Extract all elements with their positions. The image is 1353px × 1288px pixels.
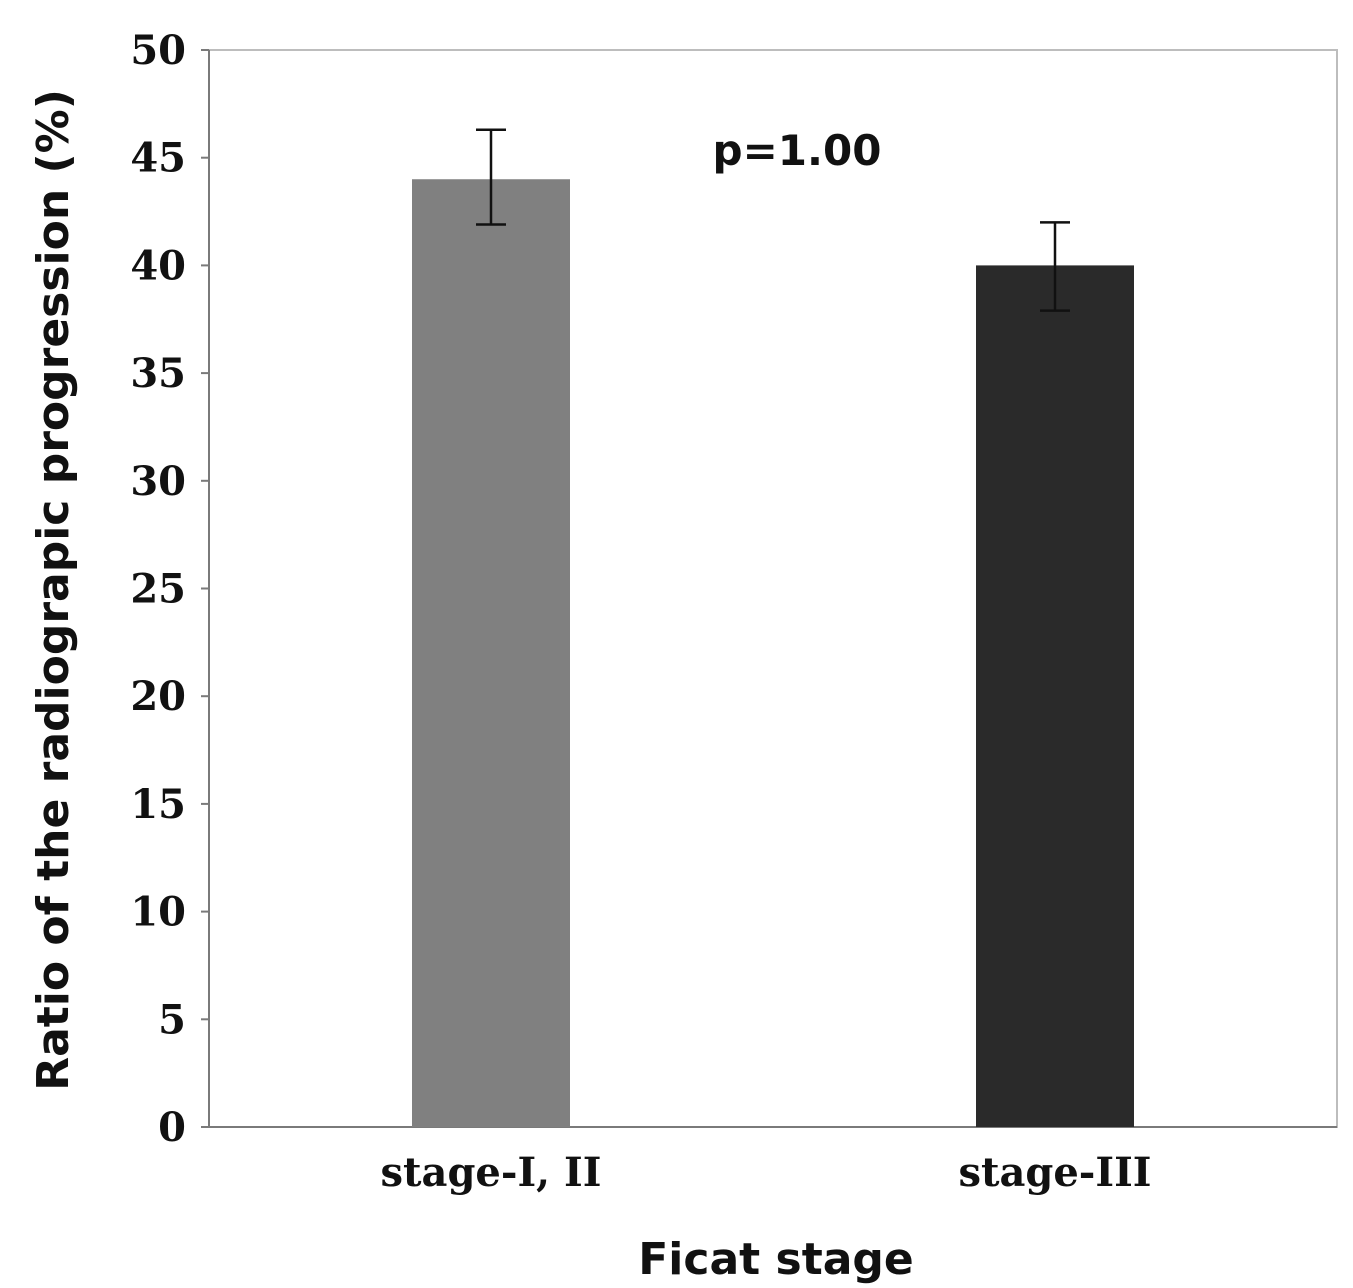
y-tick-label: 40 — [130, 242, 186, 289]
y-axis-ticks: 0 5 10 15 20 25 30 35 40 45 50 — [130, 27, 209, 1151]
error-bars — [476, 128, 1070, 312]
x-axis-title: Ficat stage — [638, 1234, 914, 1285]
x-category-label: stage-I, II — [381, 1149, 602, 1196]
x-axis-categories: stage-I, II stage-III — [381, 1149, 1152, 1196]
bar — [976, 265, 1134, 1127]
y-tick-label: 35 — [130, 350, 186, 397]
plot-area — [208, 49, 1338, 1128]
p-value-annotation: p=1.00 — [713, 126, 882, 175]
bar — [412, 179, 570, 1128]
y-axis-title: Ratio of the radiograpic progression (%) — [28, 89, 79, 1091]
y-tick-label: 0 — [158, 1104, 186, 1151]
y-tick-label: 25 — [130, 566, 186, 613]
y-tick-label: 10 — [130, 889, 186, 936]
y-tick-label: 20 — [130, 673, 186, 720]
y-tick-label: 5 — [158, 996, 186, 1043]
y-tick-label: 30 — [130, 458, 186, 505]
y-tick-label: 15 — [130, 781, 186, 828]
y-tick-label: 50 — [130, 27, 186, 74]
y-tick-label: 45 — [130, 135, 186, 182]
bars — [412, 179, 1134, 1128]
x-category-label: stage-III — [958, 1149, 1151, 1196]
